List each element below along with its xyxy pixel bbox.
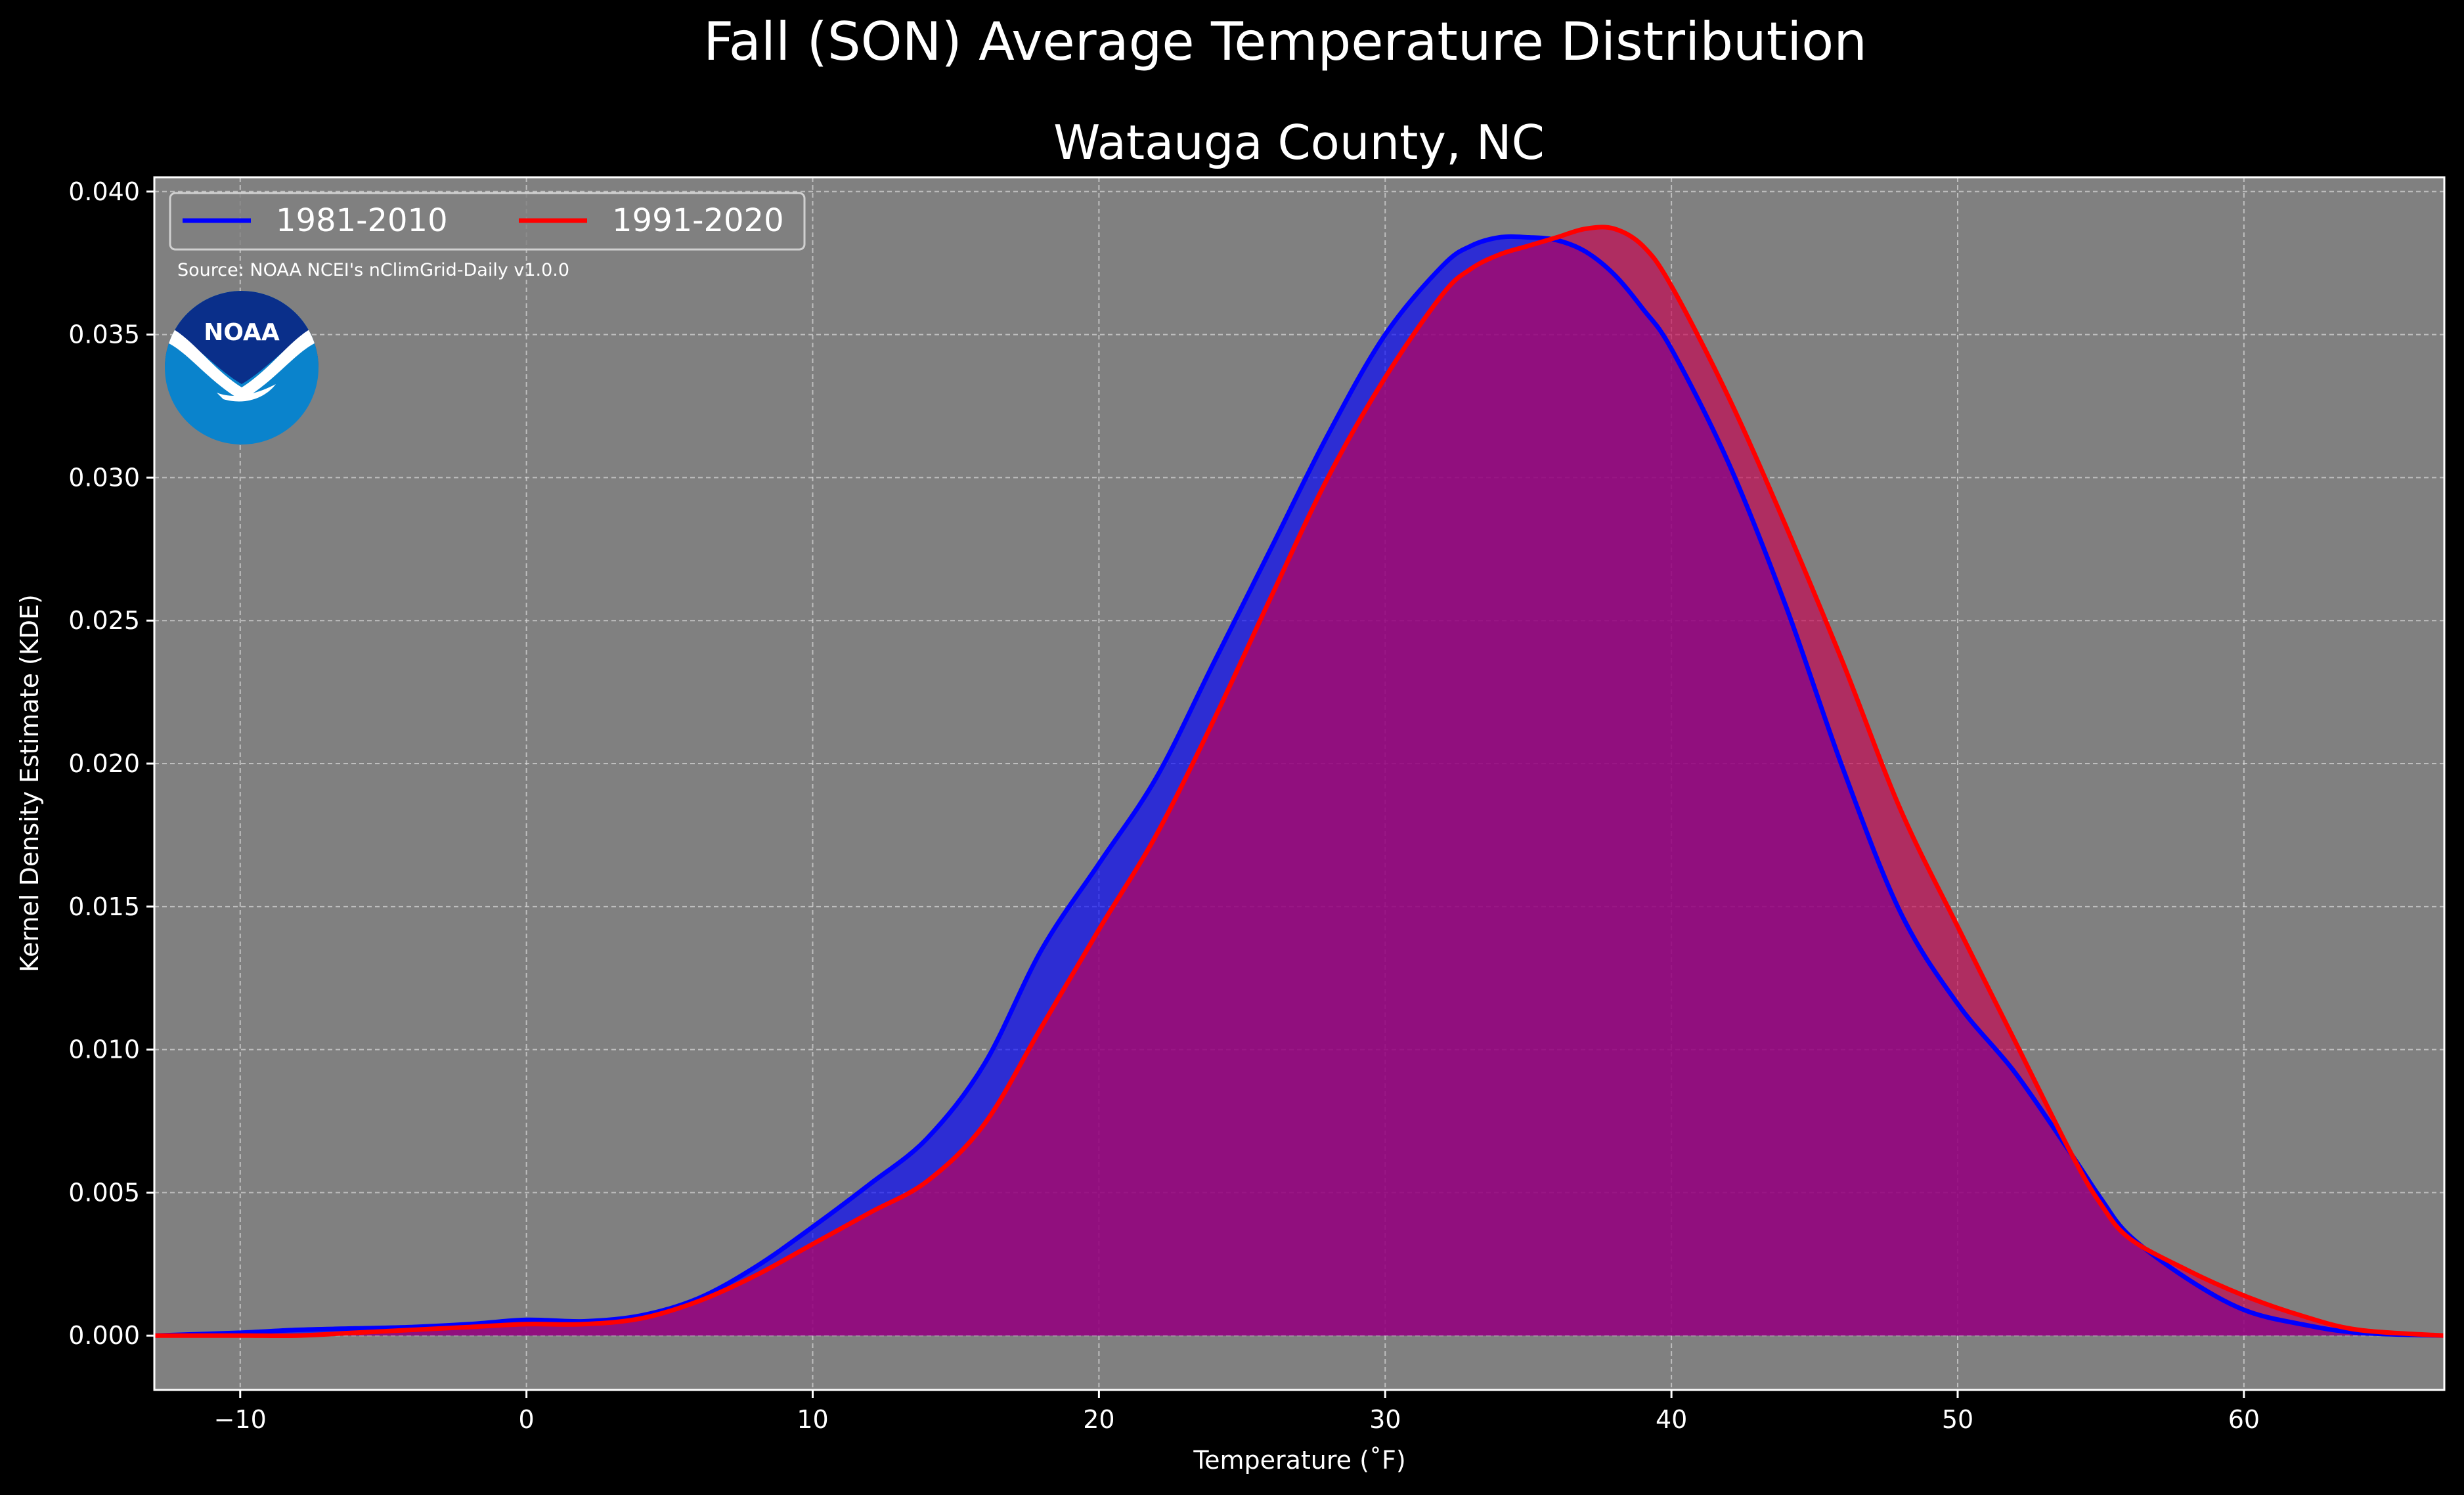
x-tick-label: 40 bbox=[1656, 1405, 1687, 1434]
source-annotation: Source: NOAA NCEI's nClimGrid-Daily v1.0… bbox=[177, 260, 569, 280]
y-tick-label: 0.040 bbox=[68, 177, 140, 206]
x-tick-label: −10 bbox=[214, 1405, 267, 1434]
y-tick-label: 0.035 bbox=[68, 320, 140, 349]
tick-group: −10 0 10 20 30 40 50 60 0.000 0.005 0.010 0.015 0.02… bbox=[68, 177, 2260, 1434]
y-tick-label: 0.015 bbox=[68, 892, 140, 921]
x-tick-label: 10 bbox=[797, 1405, 828, 1434]
y-axis-label: Kernel Density Estimate (KDE) bbox=[15, 594, 44, 972]
legend: 1981-2010 1991-2020 bbox=[169, 192, 806, 251]
legend-box bbox=[169, 192, 806, 251]
x-tick-label: 20 bbox=[1083, 1405, 1114, 1434]
y-tick-label: 0.025 bbox=[68, 606, 140, 635]
x-tick-label: 50 bbox=[1942, 1405, 1973, 1434]
area-fill-1991-2020 bbox=[154, 227, 2444, 1336]
y-tick-label: 0.030 bbox=[68, 463, 140, 492]
kde-line-1991-2020 bbox=[154, 225, 2444, 1339]
y-tick-label: 0.020 bbox=[68, 749, 140, 778]
y-tick-label: 0.000 bbox=[68, 1321, 140, 1350]
x-tick-label: 60 bbox=[2228, 1405, 2260, 1434]
x-axis-label: Temperature (˚F) bbox=[1193, 1446, 1405, 1475]
series-group bbox=[154, 225, 2444, 1339]
noaa-logo-text: NOAA bbox=[204, 319, 280, 346]
legend-label-1981-2010: 1981-2010 bbox=[276, 202, 448, 239]
x-tick-label: 0 bbox=[519, 1405, 535, 1434]
x-tick-label: 30 bbox=[1369, 1405, 1401, 1434]
chart-title: Watauga County, NC bbox=[1053, 115, 1545, 170]
kde-line-1981-2010 bbox=[154, 234, 2444, 1338]
y-tick-label: 0.005 bbox=[68, 1178, 140, 1207]
y-tick-label: 0.010 bbox=[68, 1035, 140, 1064]
chart-suptitle: Fall (SON) Average Temperature Distribut… bbox=[703, 11, 1867, 72]
noaa-logo-icon: NOAA bbox=[165, 291, 319, 444]
plot-frame bbox=[153, 176, 2446, 1391]
legend-label-1991-2020: 1991-2020 bbox=[612, 202, 784, 239]
